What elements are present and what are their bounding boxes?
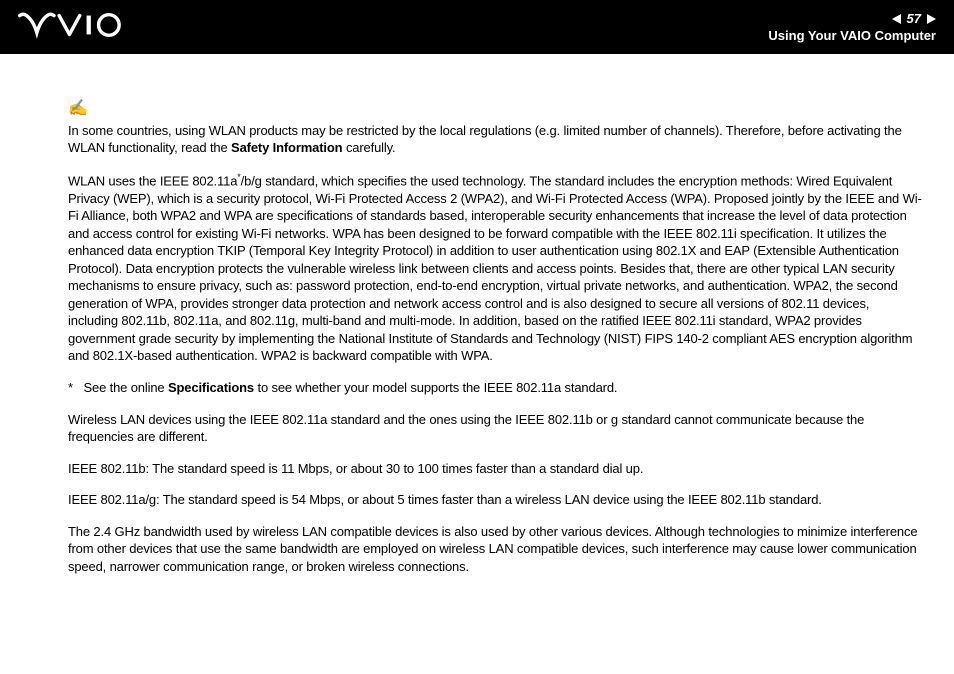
text: carefully.	[342, 140, 395, 155]
prev-page-icon[interactable]	[892, 14, 901, 24]
paragraph-frequencies: Wireless LAN devices using the IEEE 802.…	[68, 411, 922, 446]
page-nav: 57	[892, 11, 936, 26]
text: WLAN uses the IEEE 802.11a	[68, 173, 237, 188]
safety-info-bold: Safety Information	[231, 140, 342, 155]
breadcrumb[interactable]: Using Your VAIO Computer	[768, 28, 936, 43]
text: See the online	[83, 380, 168, 395]
paragraph-wlan-standard: WLAN uses the IEEE 802.11a*/b/g standard…	[68, 171, 922, 365]
footnote-mark: *	[68, 379, 80, 397]
paragraph-80211b: IEEE 802.11b: The standard speed is 11 M…	[68, 460, 922, 478]
text: /b/g standard, which specifies the used …	[68, 173, 922, 363]
header-right: 57 Using Your VAIO Computer	[768, 11, 936, 43]
page-number: 57	[907, 11, 921, 26]
next-page-icon[interactable]	[927, 14, 936, 24]
note-icon: ✍	[68, 98, 922, 120]
footnote: * See the online Specifications to see w…	[68, 379, 922, 397]
header-bar: 57 Using Your VAIO Computer	[0, 0, 954, 54]
paragraph-80211ag: IEEE 802.11a/g: The standard speed is 54…	[68, 491, 922, 509]
text: In some countries, using WLAN products m…	[68, 123, 902, 156]
paragraph-bandwidth: The 2.4 GHz bandwidth used by wireless L…	[68, 523, 922, 576]
text: to see whether your model supports the I…	[254, 380, 617, 395]
vaio-logo	[18, 11, 138, 44]
note-paragraph-1: In some countries, using WLAN products m…	[68, 122, 922, 157]
specifications-bold: Specifications	[168, 380, 254, 395]
content-area: ✍ In some countries, using WLAN products…	[0, 54, 954, 609]
